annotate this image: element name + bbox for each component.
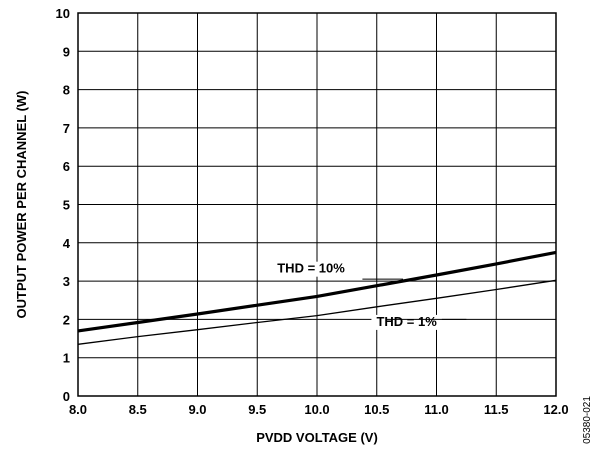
- x-tick-label: 12.0: [543, 402, 568, 417]
- series-line-1: [77, 250, 557, 333]
- x-tick-label: 11.5: [484, 402, 509, 417]
- annotation-background: [271, 261, 351, 277]
- y-tick-labels: 0 1 2 3 4 5 6 7 8 9 10: [56, 6, 71, 404]
- annotation-background: [371, 314, 442, 330]
- y-tick-label: 2: [63, 312, 70, 327]
- x-tick-label: 10.5: [364, 402, 389, 417]
- figure-id: 05380-021: [582, 396, 593, 444]
- grid-lines: [77, 12, 557, 397]
- x-tick-labels: 8.0 8.5 9.0 9.5 10.0 10.5 11.0 11.5 12.0: [69, 402, 569, 417]
- y-tick-label: 8: [63, 83, 70, 98]
- series-line-2: [77, 279, 557, 345]
- plot-frame: [77, 12, 557, 397]
- y-tick-label: 3: [63, 274, 70, 289]
- y-tick-label: 9: [63, 44, 70, 59]
- y-axis-label: OUTPUT POWER PER CHANNEL (W): [14, 91, 29, 319]
- x-tick-label: 11.0: [424, 402, 449, 417]
- x-tick-label: 9.5: [248, 402, 266, 417]
- y-tick-label: 0: [63, 389, 70, 404]
- y-tick-label: 1: [63, 351, 70, 366]
- y-tick-label: 6: [63, 159, 70, 174]
- annotation-label: THD = 10%: [277, 261, 345, 276]
- y-tick-label: 4: [63, 236, 71, 251]
- x-tick-label: 10.0: [304, 402, 329, 417]
- x-tick-label: 8.5: [129, 402, 147, 417]
- y-tick-label: 7: [63, 121, 70, 136]
- annotations: THD = 10% THD = 1%: [271, 261, 467, 330]
- x-tick-label: 9.0: [188, 402, 206, 417]
- x-tick-label: 8.0: [69, 402, 87, 417]
- x-axis-label: PVDD VOLTAGE (V): [256, 430, 378, 445]
- y-tick-label: 5: [63, 198, 70, 213]
- y-tick-label: 10: [56, 6, 70, 21]
- series-lines: [77, 250, 557, 345]
- annotation-label: THD = 1%: [376, 314, 437, 329]
